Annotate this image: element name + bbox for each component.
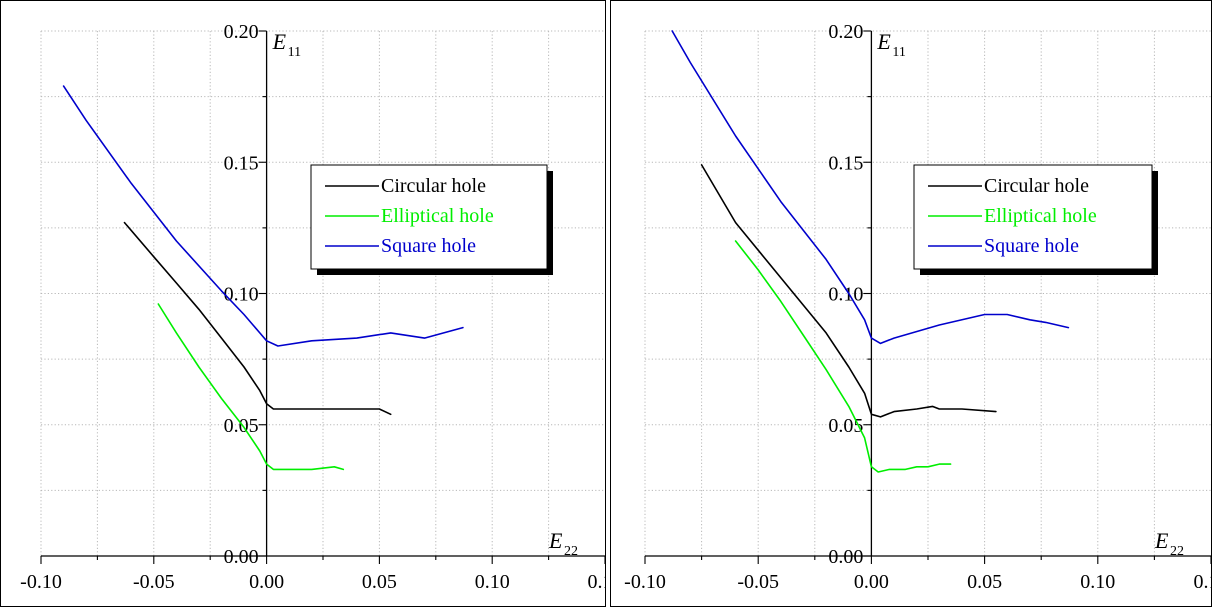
y-tick-label: 0.05 [224, 415, 259, 437]
series-line-circular-hole [123, 221, 392, 416]
y-axis-title-subscript: 11 [288, 45, 301, 60]
series-line-square-hole [62, 85, 464, 347]
x-tick-label: 0.00 [854, 571, 889, 593]
legend-label: Elliptical hole [381, 205, 494, 227]
chart-left-svg: -0.10 -0.05 0.00 0.05 0.10 0.15 0.00 0.05 0.10 0.… [20, 21, 606, 593]
chart-panel-left: -0.10 -0.05 0.00 0.05 0.10 0.15 0.00 0.05 0.10 0.… [0, 0, 606, 607]
x-axis-title-subscript: 22 [564, 544, 578, 559]
y-tick-label: 0.05 [828, 415, 863, 437]
x-axis-title: E [1154, 528, 1169, 553]
series-line-square-hole [671, 30, 1070, 345]
x-tick-label: 0.15 [588, 571, 606, 593]
chart-panel-right: -0.10 -0.05 0.00 0.05 0.10 0.15 0.00 0.05 0.10 0.… [610, 0, 1212, 607]
y-axis-title-subscript: 11 [892, 45, 905, 60]
x-tick-label: 0.10 [1080, 571, 1115, 593]
x-tick-label: -0.05 [133, 571, 175, 593]
x-tick-label: 0.15 [1194, 571, 1212, 593]
y-tick-label: 0.15 [828, 152, 863, 174]
x-tick-label: 0.10 [475, 571, 510, 593]
legend [913, 164, 1153, 270]
legend [310, 164, 548, 270]
series-line-circular-hole [700, 164, 997, 418]
series-line-elliptical-hole [734, 240, 952, 473]
y-tick-label: 0.10 [224, 284, 259, 306]
legend-label: Square hole [381, 235, 476, 257]
y-tick-label: 0.00 [224, 546, 259, 568]
y-tick-label: 0.15 [224, 152, 259, 174]
legend-label: Circular hole [984, 175, 1089, 197]
legend-label: Square hole [984, 235, 1079, 257]
x-tick-label: 0.05 [362, 571, 397, 593]
series-line-elliptical-hole [157, 303, 345, 471]
x-tick-label: -0.10 [20, 571, 62, 593]
x-tick-label: 0.05 [967, 571, 1002, 593]
x-tick-label: -0.10 [624, 571, 666, 593]
y-axis-title: E [876, 29, 891, 54]
y-tick-label: 0.00 [828, 546, 863, 568]
y-tick-label: 0.10 [828, 284, 863, 306]
y-tick-label: 0.20 [224, 21, 259, 43]
x-tick-label: -0.05 [737, 571, 779, 593]
chart-right-svg: -0.10 -0.05 0.00 0.05 0.10 0.15 0.00 0.05 0.10 0.… [624, 21, 1212, 593]
x-tick-label: 0.00 [249, 571, 284, 593]
x-axis-title-subscript: 22 [1170, 544, 1184, 559]
legend-label: Elliptical hole [984, 205, 1097, 227]
y-tick-label: 0.20 [828, 21, 863, 43]
y-axis-title: E [272, 29, 287, 54]
legend-label: Circular hole [381, 175, 486, 197]
x-axis-title: E [548, 528, 563, 553]
